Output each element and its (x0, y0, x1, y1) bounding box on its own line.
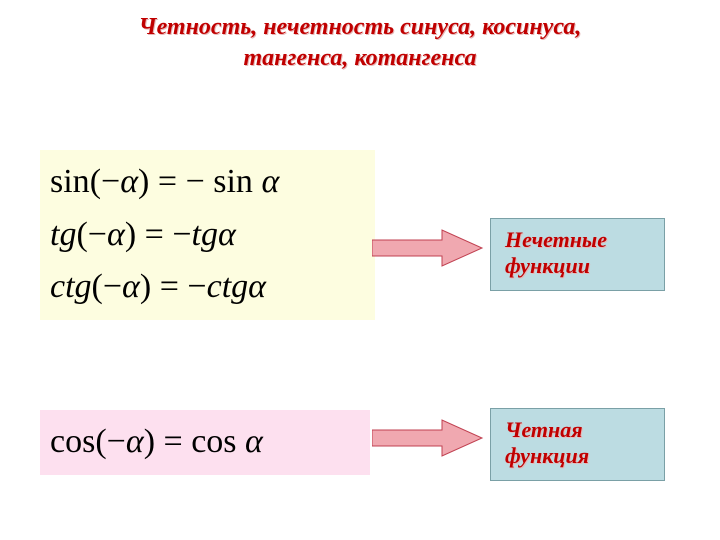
formula-tg: tg(−α) = −tgα (50, 209, 365, 262)
arg-sin: (−α) (90, 163, 150, 200)
eq: = (145, 216, 164, 253)
arrow-odd (372, 228, 484, 268)
arg-ctg: (−α) (92, 268, 152, 305)
even-label-line2: функция (505, 443, 650, 469)
title-line-2: тангенса, котангенса (0, 43, 720, 74)
rhs-tg: −tgα (172, 216, 236, 253)
odd-formulas-box: sin(−α) = − sin α tg(−α) = −tgα ctg(−α) … (40, 150, 375, 320)
rhs-sin: − sin α (186, 163, 280, 200)
formula-cos: cos(−α) = cos α (50, 416, 360, 469)
formula-ctg: ctg(−α) = −ctgα (50, 261, 365, 314)
title-line-1: Четность, нечетность синуса, косинуса, (0, 12, 720, 43)
eq: = (158, 163, 177, 200)
rhs-cos: cos α (191, 423, 263, 460)
fn-tg-lhs: tg (50, 216, 76, 253)
odd-label-line1: Нечетные (505, 227, 650, 253)
odd-label-box: Нечетные функции (490, 218, 665, 291)
odd-label-line2: функции (505, 253, 650, 279)
even-label-line1: Четная (505, 417, 650, 443)
arrow-shape (372, 230, 482, 266)
eq: = (164, 423, 183, 460)
formula-sin: sin(−α) = − sin α (50, 156, 365, 209)
arrow-shape (372, 420, 482, 456)
fn-sin-lhs: sin (50, 163, 90, 200)
arg-tg: (−α) (76, 216, 136, 253)
even-formula-box: cos(−α) = cos α (40, 410, 370, 475)
even-label-box: Четная функция (490, 408, 665, 481)
slide-title: Четность, нечетность синуса, косинуса, т… (0, 12, 720, 74)
eq: = (160, 268, 179, 305)
arrow-even (372, 418, 484, 458)
fn-cos-lhs: cos (50, 423, 95, 460)
fn-ctg-lhs: ctg (50, 268, 92, 305)
arg-cos: (−α) (95, 423, 155, 460)
rhs-ctg: −ctgα (187, 268, 266, 305)
